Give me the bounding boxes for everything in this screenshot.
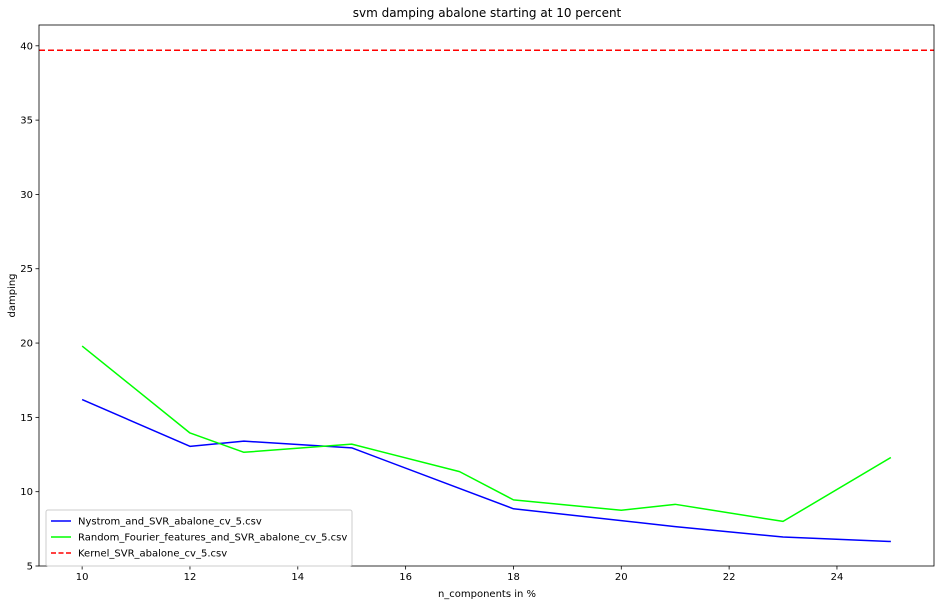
series-line-1 xyxy=(81,345,892,523)
legend-label: Random_Fourier_features_and_SVR_abalone_… xyxy=(78,533,347,544)
x-tick-label: 20 xyxy=(615,572,628,583)
series-line-0 xyxy=(81,398,891,543)
x-axis-label: n_components in % xyxy=(438,589,536,600)
x-tick-label: 16 xyxy=(399,572,412,583)
legend: Nystrom_and_SVR_abalone_cv_5.csv Random_F… xyxy=(45,509,353,567)
y-axis-label: damping xyxy=(7,273,18,317)
axis-ticks: 10 12 14 16 18 20 22 24 5 10 15 20 25 30 35 40 xyxy=(20,41,843,583)
legend-label: Kernel_SVR_abalone_cv_5.csv xyxy=(78,549,227,560)
legend-box xyxy=(45,509,353,567)
y-tick-label: 15 xyxy=(20,413,33,424)
y-tick-label: 30 xyxy=(20,190,33,201)
legend-label: Nystrom_and_SVR_abalone_cv_5.csv xyxy=(78,517,262,528)
x-tick-label: 22 xyxy=(723,572,736,583)
plot-frame xyxy=(38,24,935,567)
x-tick-label: 24 xyxy=(831,572,844,583)
y-tick-label: 5 xyxy=(27,562,33,573)
y-tick-label: 10 xyxy=(20,487,33,498)
x-tick-label: 12 xyxy=(184,572,197,583)
x-tick-label: 14 xyxy=(291,572,304,583)
y-tick-label: 25 xyxy=(20,264,33,275)
x-tick-label: 10 xyxy=(76,572,89,583)
y-tick-label: 40 xyxy=(20,41,33,52)
y-tick-label: 20 xyxy=(20,339,33,350)
plot-area xyxy=(39,49,934,543)
y-tick-label: 35 xyxy=(20,116,33,127)
chart-title: svm damping abalone starting at 10 perce… xyxy=(353,6,622,20)
x-tick-label: 18 xyxy=(507,572,520,583)
